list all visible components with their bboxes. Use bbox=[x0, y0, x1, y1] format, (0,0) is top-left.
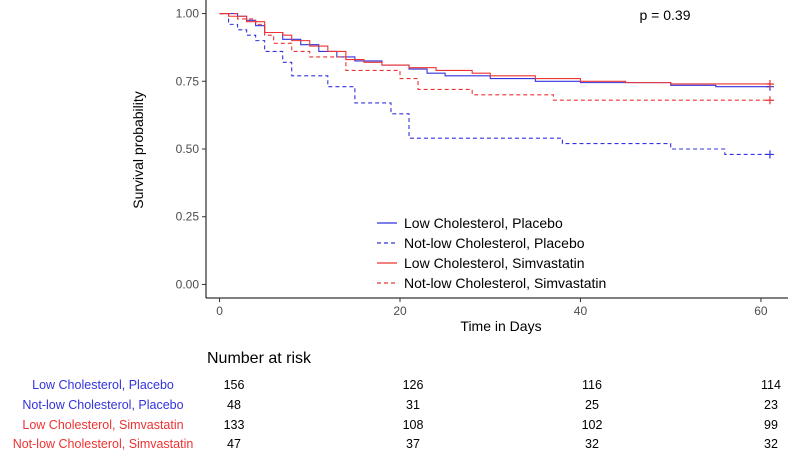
risk-value: 156 bbox=[224, 378, 245, 392]
risk-value: 31 bbox=[406, 398, 420, 412]
legend-item: Not-low Cholesterol, Placebo bbox=[377, 235, 585, 251]
risk-value: 116 bbox=[582, 378, 602, 392]
y-tick-label: 1.00 bbox=[176, 7, 200, 21]
risk-value: 108 bbox=[403, 418, 424, 432]
y-axis-title: Survival probability bbox=[130, 91, 146, 209]
risk-value: 47 bbox=[227, 437, 241, 451]
risk-table: Number at risk Low Cholesterol, Placebo … bbox=[13, 350, 781, 451]
legend: Low Cholesterol, Placebo Not-low Cholest… bbox=[377, 215, 606, 291]
risk-value: 32 bbox=[764, 437, 778, 451]
risk-value: 48 bbox=[227, 398, 241, 412]
risk-value: 32 bbox=[585, 437, 599, 451]
legend-item: Low Cholesterol, Simvastatin bbox=[377, 255, 585, 271]
y-tick-label: 0.50 bbox=[176, 142, 200, 156]
y-tick-label: 0.00 bbox=[176, 277, 200, 291]
risk-row-label: Low Cholesterol, Simvastatin bbox=[22, 418, 183, 432]
series-line bbox=[219, 12, 770, 85]
x-tick-label: 0 bbox=[216, 304, 223, 318]
x-tick-label: 40 bbox=[574, 304, 588, 318]
risk-value: 99 bbox=[764, 418, 778, 432]
series-line bbox=[219, 12, 770, 101]
y-tick-label: 0.25 bbox=[176, 210, 200, 224]
risk-row-label: Low Cholesterol, Placebo bbox=[32, 378, 174, 392]
y-ticks: 0.00 0.25 0.50 0.75 1.00 bbox=[176, 7, 206, 291]
censor-mark bbox=[765, 150, 774, 159]
x-axis-title: Time in Days bbox=[460, 318, 541, 334]
risk-row-label: Not-low Cholesterol, Placebo bbox=[22, 398, 183, 412]
x-tick-label: 60 bbox=[754, 304, 768, 318]
p-value-annotation: p = 0.39 bbox=[640, 7, 691, 23]
legend-item: Not-low Cholesterol, Simvastatin bbox=[377, 275, 606, 291]
risk-value: 25 bbox=[585, 398, 599, 412]
series-line bbox=[219, 12, 770, 88]
risk-table-title: Number at risk bbox=[207, 350, 312, 367]
x-tick-label: 20 bbox=[393, 304, 407, 318]
legend-item: Low Cholesterol, Placebo bbox=[377, 215, 563, 231]
risk-value: 23 bbox=[764, 398, 778, 412]
censor-mark bbox=[765, 96, 774, 105]
risk-value: 37 bbox=[406, 437, 420, 451]
censor-mark bbox=[765, 79, 774, 88]
legend-label: Low Cholesterol, Simvastatin bbox=[404, 255, 585, 271]
legend-label: Not-low Cholesterol, Placebo bbox=[404, 235, 585, 251]
risk-value: 133 bbox=[224, 418, 245, 432]
y-tick-label: 0.75 bbox=[176, 74, 200, 88]
risk-value: 102 bbox=[582, 418, 603, 432]
series-layer bbox=[219, 12, 774, 159]
risk-value: 114 bbox=[761, 378, 781, 392]
risk-row-label: Not-low Cholesterol, Simvastatin bbox=[13, 437, 194, 451]
legend-label: Not-low Cholesterol, Simvastatin bbox=[404, 275, 606, 291]
x-ticks: 0 20 40 60 bbox=[216, 298, 768, 318]
legend-label: Low Cholesterol, Placebo bbox=[404, 215, 563, 231]
series-line bbox=[219, 12, 770, 155]
risk-value: 126 bbox=[403, 378, 424, 392]
